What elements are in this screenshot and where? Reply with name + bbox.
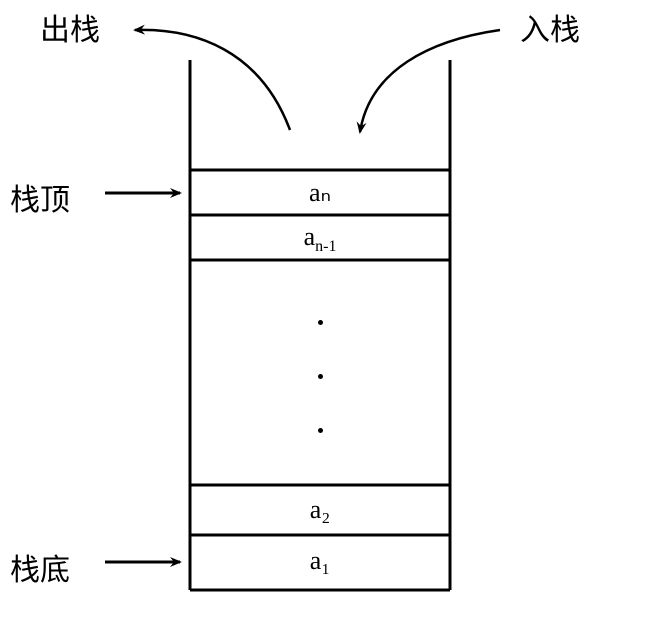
bottom-label: 栈底	[10, 545, 70, 589]
diagram-svg	[0, 0, 651, 618]
cell-a2: a₂	[190, 495, 450, 525]
pop-label: 出栈	[40, 5, 100, 49]
top-label: 栈顶	[10, 175, 70, 219]
cell-an: aₙ	[190, 178, 450, 208]
ellipsis-dot	[318, 320, 323, 325]
cell-a1: a₁	[190, 546, 450, 576]
ellipsis-dot	[318, 428, 323, 433]
cell-an-1-base: a	[304, 222, 316, 251]
pop-arrow	[135, 30, 290, 130]
push-label: 入栈	[520, 5, 580, 49]
push-arrow	[360, 30, 500, 132]
ellipsis-dot	[318, 374, 323, 379]
cell-an-1-sub: n-1	[315, 238, 336, 255]
cell-an-1: an-1	[190, 222, 450, 256]
